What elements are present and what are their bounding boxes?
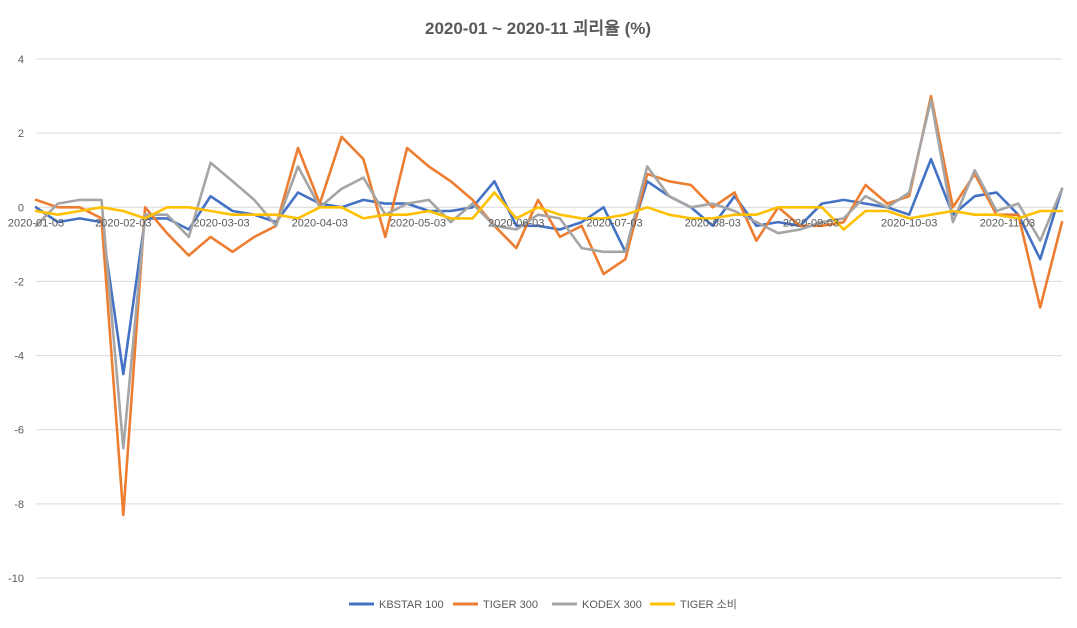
y-tick-label: 4 <box>18 54 24 66</box>
legend-label: KBSTAR 100 <box>379 599 444 611</box>
y-axis: 4 2 0 -2 -4 -6 -8 -10 <box>8 54 24 585</box>
series-line <box>34 98 1064 450</box>
series-line <box>34 94 1064 517</box>
series-line <box>34 191 1064 231</box>
x-tick-label: 2020-10-03 <box>881 217 937 229</box>
y-tick-label: -2 <box>14 276 24 288</box>
series-line <box>34 157 1064 376</box>
y-tick-label: 2 <box>18 128 24 140</box>
y-tick-label: -4 <box>14 351 24 363</box>
legend: KBSTAR 100 TIGER 300 KODEX 300 TIGER 소비 <box>349 598 737 611</box>
y-tick-label: -6 <box>14 425 24 437</box>
legend-label: TIGER 300 <box>483 599 538 611</box>
legend-label: TIGER 소비 <box>680 598 737 611</box>
x-tick-label: 2020-05-03 <box>390 217 446 229</box>
x-axis: 2020-01-03 2020-02-03 2020-03-03 2020-04-03… <box>8 217 1035 229</box>
series-lines <box>34 94 1064 517</box>
x-tick-label: 2020-08-03 <box>685 217 741 229</box>
gridlines <box>36 58 1062 579</box>
x-tick-label: 2020-04-03 <box>292 217 348 229</box>
legend-label: KODEX 300 <box>582 599 642 611</box>
x-tick-label: 2020-11-03 <box>980 217 1035 229</box>
chart-title: 2020-01 ~ 2020-11 괴리율 (%) <box>425 19 651 38</box>
x-tick-label: 2020-06-03 <box>488 217 544 229</box>
y-tick-label: -10 <box>8 573 24 585</box>
y-tick-label: -8 <box>14 499 24 511</box>
x-tick-label: 2020-02-03 <box>95 217 151 229</box>
x-tick-label: 2020-09-03 <box>783 217 839 229</box>
x-tick-label: 2020-07-03 <box>586 217 642 229</box>
x-tick-label: 2020-01-03 <box>8 217 64 229</box>
y-tick-label: 0 <box>18 202 24 214</box>
x-tick-label: 2020-03-03 <box>193 217 249 229</box>
